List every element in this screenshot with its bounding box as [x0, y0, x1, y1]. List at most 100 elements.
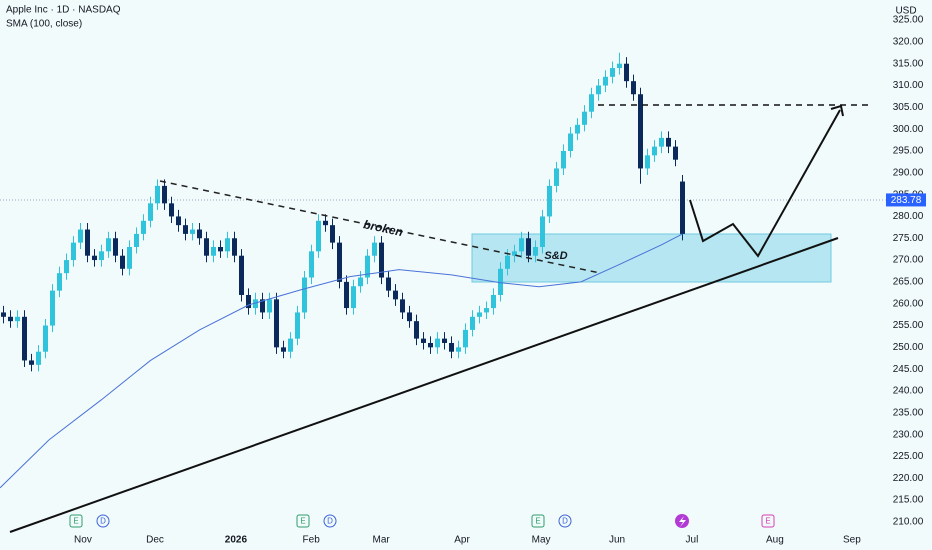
chart-title: Apple Inc · 1D · NASDAQ: [6, 5, 121, 16]
candle-body: [71, 242, 76, 261]
dividend-badge[interactable]: [323, 514, 337, 528]
projection-arrowhead: [830, 104, 844, 117]
earnings-badge[interactable]: [296, 514, 310, 528]
candle-body: [99, 251, 104, 261]
candle-body: [358, 277, 363, 287]
lightning-icon: [679, 516, 686, 527]
badge-label: E: [73, 517, 78, 526]
candle-body: [491, 294, 496, 309]
y-tick-label: 225.00: [893, 451, 924, 462]
x-tick-label: May: [532, 535, 551, 546]
y-tick-label: 275.00: [893, 233, 924, 244]
candle-body: [302, 277, 307, 313]
candle-body: [666, 137, 671, 147]
candle-body: [379, 242, 384, 278]
candle-body: [232, 238, 237, 256]
candle-body: [344, 281, 349, 309]
y-tick-label: 245.00: [893, 364, 924, 375]
candle-body: [561, 150, 566, 169]
candle-body: [204, 238, 209, 256]
annotation: S&D: [544, 250, 567, 262]
candle-body: [183, 225, 188, 234]
candle-body: [113, 238, 118, 256]
y-tick-label: 230.00: [893, 429, 924, 440]
candle-body: [267, 299, 272, 313]
badge-label: D: [562, 517, 568, 526]
y-tick-label: 210.00: [893, 517, 924, 528]
candle-body: [197, 229, 202, 239]
candle-body: [141, 220, 146, 234]
y-tick-label: 255.00: [893, 320, 924, 331]
y-tick-label: 260.00: [893, 298, 924, 309]
candle-body: [631, 81, 636, 95]
candle-body: [288, 338, 293, 352]
candle-body: [92, 255, 97, 261]
candle-body: [8, 316, 13, 322]
badge-label: D: [327, 517, 333, 526]
candle-body: [106, 238, 111, 252]
candle-body: [365, 255, 370, 278]
candle-body: [239, 255, 244, 295]
candle-body: [120, 255, 125, 269]
dividend-badge[interactable]: [96, 514, 110, 528]
candle-body: [190, 229, 195, 234]
x-tick-label: Apr: [454, 535, 470, 546]
sma-line: [0, 233, 683, 489]
y-tick-label: 310.00: [893, 80, 924, 91]
candle-body: [78, 229, 83, 243]
y-tick-label: 220.00: [893, 473, 924, 484]
candle-body: [64, 260, 69, 274]
candle-body: [218, 246, 223, 252]
y-tick-label: 295.00: [893, 146, 924, 157]
plot-area: [0, 52, 886, 489]
candle-body: [652, 146, 657, 156]
candle-body: [253, 299, 258, 309]
last-price-tag: [886, 193, 926, 207]
candle-body: [547, 185, 552, 217]
candle-body: [442, 338, 447, 343]
y-tick-label: 305.00: [893, 102, 924, 113]
candle-body: [351, 286, 356, 309]
broken-trendline: [159, 180, 601, 274]
badge-label: D: [100, 517, 106, 526]
candle-body: [15, 316, 20, 322]
candle-body: [169, 203, 174, 217]
candle-body: [295, 312, 300, 339]
candle-body: [421, 338, 426, 343]
candle-body: [526, 238, 531, 256]
candle-body: [582, 111, 587, 125]
candle-body: [575, 124, 580, 134]
candle-body: [617, 63, 622, 69]
candle-body: [484, 308, 489, 313]
y-tick-label: 265.00: [893, 277, 924, 288]
candle-body: [449, 342, 454, 352]
candle-body: [680, 181, 685, 234]
y-tick-label: 315.00: [893, 58, 924, 69]
x-tick-label: Aug: [766, 535, 784, 546]
candle-body: [393, 290, 398, 300]
candle-body: [162, 185, 167, 204]
candle-body: [386, 277, 391, 291]
candle-body: [155, 185, 160, 204]
candle-body: [85, 229, 90, 256]
candle-body: [316, 220, 321, 252]
earnings-badge[interactable]: [69, 514, 83, 528]
earnings-badge[interactable]: [531, 514, 545, 528]
candle-body: [498, 268, 503, 295]
candle-body: [603, 76, 608, 86]
x-tick-label: Mar: [373, 535, 391, 546]
x-tick-label: 2026: [225, 535, 248, 546]
candle-body: [624, 63, 629, 82]
earnings-badge[interactable]: [761, 514, 775, 528]
candle-body: [505, 255, 510, 269]
y-tick-label: 290.00: [893, 167, 924, 178]
candle-body: [596, 85, 601, 95]
candle-body: [36, 351, 41, 365]
dividend-badge[interactable]: [558, 514, 572, 528]
candle-body: [337, 242, 342, 282]
candle-body: [57, 273, 62, 291]
x-tick-label: Feb: [303, 535, 321, 546]
x-tick-label: Jul: [686, 535, 699, 546]
candle-body: [225, 238, 230, 252]
